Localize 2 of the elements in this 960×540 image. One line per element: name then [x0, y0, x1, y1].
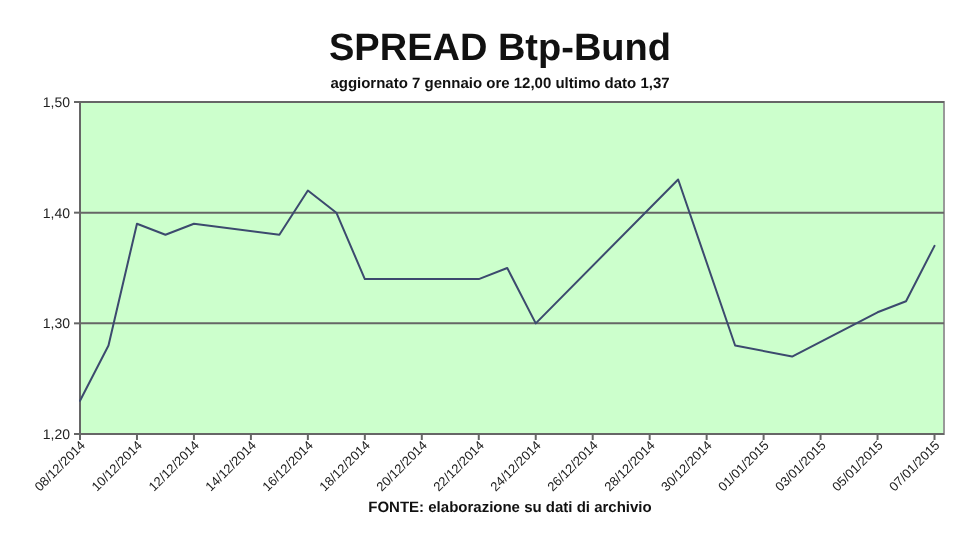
chart-title: SPREAD Btp-Bund — [329, 28, 671, 70]
line-series — [79, 178, 936, 402]
